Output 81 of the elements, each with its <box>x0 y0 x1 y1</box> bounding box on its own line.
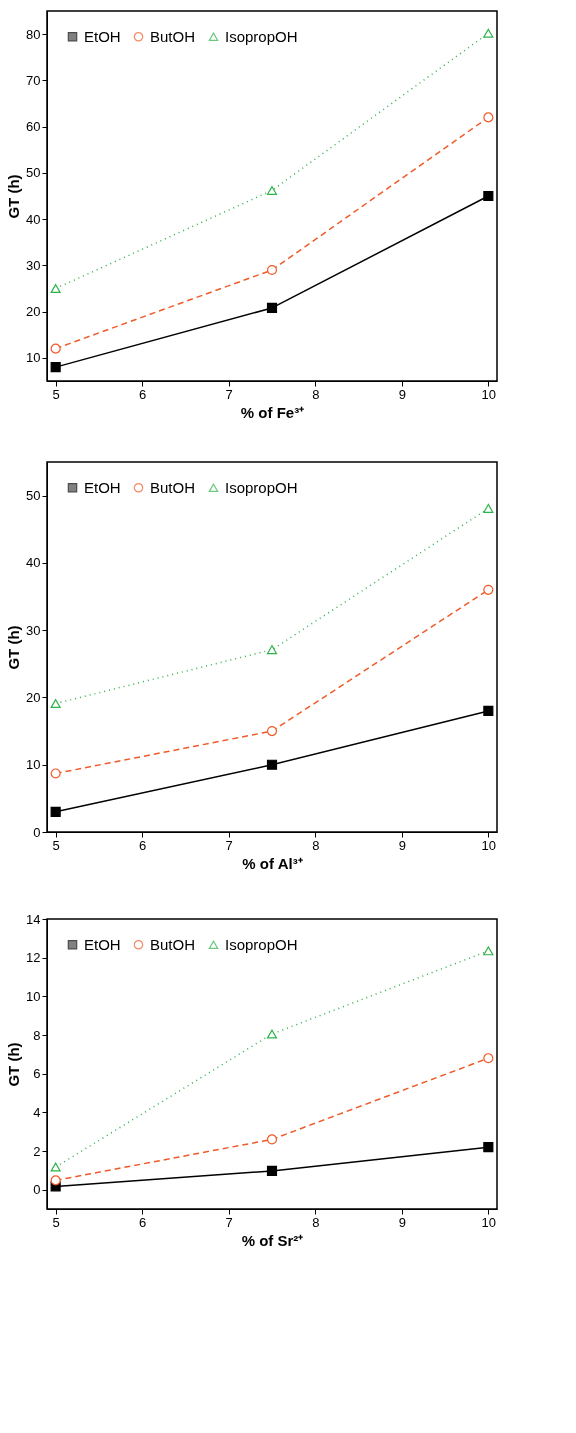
point <box>266 645 278 655</box>
point <box>266 1165 278 1176</box>
point <box>483 1142 494 1153</box>
point <box>50 1175 61 1186</box>
legend-label: IsopropOH <box>225 27 298 45</box>
point <box>266 759 278 770</box>
y-tick-label: 2 <box>33 1143 41 1159</box>
x-tick-label: 5 <box>52 837 60 853</box>
y-tick-label: 70 <box>26 72 41 88</box>
point <box>50 768 61 779</box>
y-tick-label: 14 <box>26 911 41 927</box>
y-tick-label: 40 <box>26 211 41 227</box>
x-tick-label: 10 <box>481 386 497 402</box>
x-tick-label: 6 <box>139 1214 147 1230</box>
x-tick-label: 9 <box>398 837 406 853</box>
y-tick-label: 10 <box>26 988 41 1004</box>
y-axis-title: GT (h) <box>5 1042 23 1087</box>
point <box>50 284 61 293</box>
x-axis-title: % of Sr²⁺ <box>241 1231 304 1249</box>
x-tick-label: 6 <box>139 837 147 853</box>
point <box>483 584 494 595</box>
point <box>483 190 494 202</box>
point <box>483 946 494 956</box>
x-tick-label: 8 <box>312 837 320 853</box>
x-tick-label: 7 <box>225 837 233 853</box>
x-tick-label: 10 <box>481 837 497 853</box>
point <box>483 112 494 123</box>
y-tick-label: 80 <box>26 26 41 42</box>
point <box>266 185 278 195</box>
point <box>483 503 494 513</box>
y-tick-label: 20 <box>26 304 41 320</box>
y-tick-label: 40 <box>26 555 41 571</box>
point <box>483 28 494 38</box>
y-tick-label: 20 <box>26 689 41 705</box>
point <box>266 1134 278 1145</box>
legend-label: ButOH <box>150 935 196 953</box>
y-tick-label: 30 <box>26 257 41 273</box>
y-tick-label: 12 <box>26 950 41 966</box>
legend-label: EtOH <box>84 935 121 953</box>
point <box>266 1029 278 1039</box>
x-axis-title: % of Fe³⁺ <box>240 403 305 421</box>
point <box>266 302 278 313</box>
x-tick-label: 5 <box>52 386 60 402</box>
y-tick-label: 60 <box>26 119 41 135</box>
point <box>266 726 278 737</box>
y-tick-label: 4 <box>33 1104 41 1120</box>
x-tick-label: 9 <box>398 1214 406 1230</box>
point <box>483 705 494 716</box>
point <box>50 1162 61 1172</box>
x-tick-label: 8 <box>312 386 320 402</box>
point <box>50 806 61 817</box>
y-tick-label: 8 <box>33 1027 41 1043</box>
point <box>266 264 278 276</box>
legend-label: EtOH <box>84 27 121 45</box>
y-tick-label: 10 <box>26 757 41 773</box>
y-tick-label: 50 <box>26 488 41 504</box>
x-tick-label: 8 <box>312 1214 320 1230</box>
y-tick-label: 6 <box>33 1066 41 1082</box>
legend-label: IsopropOH <box>225 478 298 496</box>
x-axis-title: % of Al³⁺ <box>242 854 303 872</box>
point <box>483 1053 494 1064</box>
y-tick-label: 0 <box>33 824 41 840</box>
point <box>50 343 61 354</box>
y-tick-label: 50 <box>26 165 41 181</box>
x-tick-label: 6 <box>139 386 147 402</box>
legend-label: ButOH <box>150 478 196 496</box>
y-axis-title: GT (h) <box>5 625 23 670</box>
x-tick-label: 7 <box>225 1214 233 1230</box>
point <box>50 362 61 373</box>
point <box>50 699 61 708</box>
y-axis-title: GT (h) <box>5 174 23 219</box>
x-tick-label: 10 <box>481 1214 497 1230</box>
legend-label: IsopropOH <box>225 935 298 953</box>
legend-label: ButOH <box>150 27 196 45</box>
x-tick-label: 5 <box>52 1214 60 1230</box>
x-tick-label: 7 <box>225 386 233 402</box>
y-tick-label: 0 <box>33 1182 41 1198</box>
y-tick-label: 30 <box>26 622 41 638</box>
x-tick-label: 9 <box>398 386 406 402</box>
legend-label: EtOH <box>84 478 121 496</box>
y-tick-label: 10 <box>26 350 41 366</box>
